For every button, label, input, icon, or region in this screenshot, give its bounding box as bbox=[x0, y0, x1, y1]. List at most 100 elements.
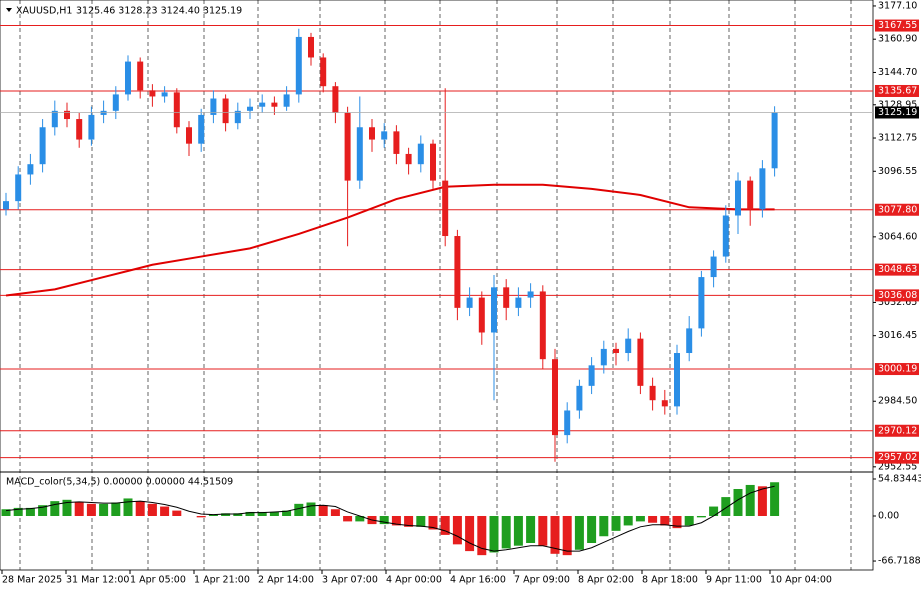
candle-body bbox=[186, 127, 192, 144]
x-tick-label: 8 Apr 02:00 bbox=[578, 575, 634, 586]
candle-body bbox=[234, 110, 241, 124]
macd-bar bbox=[160, 506, 170, 516]
macd-bar bbox=[208, 514, 218, 516]
menu-arrow[interactable] bbox=[6, 8, 12, 12]
macd-bar bbox=[282, 510, 292, 516]
candle-body bbox=[356, 127, 363, 181]
candle-body bbox=[637, 338, 644, 386]
candle-body bbox=[564, 410, 571, 436]
candle-body bbox=[661, 400, 668, 407]
level-label-bg bbox=[875, 363, 919, 376]
macd-bar bbox=[416, 515, 426, 527]
candle-body bbox=[478, 297, 485, 333]
plot-frame bbox=[0, 0, 874, 571]
y-tick-label: 3016.45 bbox=[878, 330, 917, 341]
candle-body bbox=[64, 110, 70, 120]
macd-bar bbox=[74, 502, 84, 516]
level-label-bg bbox=[875, 19, 919, 32]
level-label: 3000.19 bbox=[878, 364, 917, 375]
candle-body bbox=[51, 110, 58, 128]
candle-body bbox=[247, 106, 253, 111]
candle-body bbox=[88, 114, 95, 140]
candle-body bbox=[552, 359, 558, 436]
x-tick-label: 10 Apr 04:00 bbox=[770, 575, 832, 586]
macd-bar bbox=[233, 513, 243, 516]
macd-bar bbox=[172, 510, 182, 516]
current-price-bg bbox=[875, 106, 919, 119]
candle-body bbox=[466, 297, 473, 308]
x-tick-label: 1 Apr 21:00 bbox=[194, 575, 250, 586]
level-label: 2970.12 bbox=[878, 425, 917, 436]
macd-bar bbox=[501, 515, 511, 549]
x-tick-label: 31 Mar 12:00 bbox=[66, 575, 129, 586]
level-label: 3077.80 bbox=[878, 204, 917, 215]
symbol: XAUUSD,H1 bbox=[16, 6, 72, 17]
macd-bar bbox=[574, 515, 584, 550]
candle-body bbox=[161, 92, 168, 97]
candle-body bbox=[3, 201, 9, 210]
macd-bar bbox=[1, 509, 11, 516]
level-label-bg bbox=[875, 203, 919, 216]
candle-body bbox=[271, 102, 278, 107]
candle-body bbox=[405, 153, 412, 165]
y-tick-label: 3096.55 bbox=[878, 166, 917, 177]
macd-bar bbox=[745, 484, 755, 516]
candle-body bbox=[149, 90, 156, 97]
y-tick-label: 3144.70 bbox=[878, 67, 917, 78]
macd-bar bbox=[550, 515, 560, 554]
candle-body bbox=[259, 102, 266, 107]
macd-bar bbox=[465, 515, 475, 552]
ohlc-text: 3125.46 3128.23 3124.40 3125.19 bbox=[76, 6, 242, 17]
macd-bar bbox=[562, 515, 572, 556]
candle-body bbox=[295, 36, 302, 95]
candle-body bbox=[210, 98, 217, 115]
candle-body bbox=[454, 236, 461, 308]
candle-body bbox=[771, 112, 778, 169]
candle-body bbox=[308, 36, 314, 58]
y-tick-label: 2952.55 bbox=[878, 461, 917, 472]
macd-bar bbox=[757, 486, 767, 516]
macd-bar bbox=[257, 511, 267, 516]
y-tick-label: 3160.90 bbox=[878, 34, 917, 45]
candle-body bbox=[381, 131, 388, 140]
candle-body bbox=[76, 119, 83, 140]
y-tick-label: 3128.95 bbox=[878, 99, 917, 110]
candle-body bbox=[576, 385, 583, 411]
level-label-bg bbox=[875, 289, 919, 302]
macd-bar bbox=[599, 515, 609, 537]
macd-bar bbox=[196, 515, 206, 518]
candle-body bbox=[674, 353, 680, 407]
macd-tick-label: 0.00 bbox=[878, 510, 899, 521]
macd-bar bbox=[86, 503, 96, 516]
macd-bar bbox=[538, 515, 548, 546]
macd-bar bbox=[269, 511, 279, 516]
macd-bar bbox=[111, 502, 121, 516]
macd-bar bbox=[245, 511, 255, 516]
candle-body bbox=[649, 385, 656, 401]
level-label: 2957.02 bbox=[878, 452, 917, 463]
candle-body bbox=[588, 365, 595, 386]
level-label-bg bbox=[875, 424, 919, 437]
macd-bar bbox=[489, 515, 499, 553]
level-label: 3135.67 bbox=[878, 85, 917, 96]
macd-bar bbox=[721, 497, 731, 516]
level-label: 3048.63 bbox=[878, 264, 917, 275]
macd-bar bbox=[391, 515, 401, 526]
macd-bar bbox=[623, 515, 633, 526]
candle-body bbox=[613, 348, 619, 354]
candle-body bbox=[491, 287, 497, 333]
macd-bar bbox=[477, 515, 487, 556]
macd-bar bbox=[355, 515, 365, 522]
candle-body bbox=[735, 180, 741, 216]
x-tick-label: 28 Mar 2025 bbox=[2, 575, 62, 586]
candle-body bbox=[515, 297, 522, 308]
macd-bar bbox=[62, 499, 72, 516]
x-tick-label: 1 Apr 05:00 bbox=[130, 575, 186, 586]
candle-body bbox=[173, 92, 180, 128]
y-tick-label: 3177.10 bbox=[878, 0, 917, 11]
macd-bar bbox=[648, 515, 658, 523]
candle-body bbox=[112, 94, 119, 111]
macd-bar bbox=[221, 513, 231, 516]
macd-bar bbox=[452, 515, 462, 545]
